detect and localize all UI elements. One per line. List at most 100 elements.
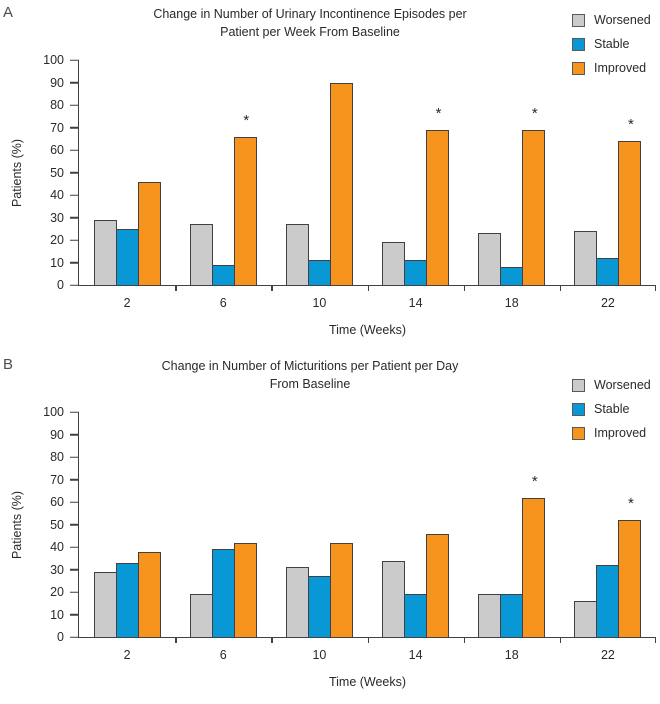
bar-group-week-22: * [560, 412, 656, 637]
significance-asterisk: * [628, 116, 634, 133]
x-tick-label: 18 [504, 648, 519, 662]
bar-group-week-18: * [464, 60, 560, 285]
significance-asterisk: * [243, 111, 250, 129]
legend-swatch-icon [572, 402, 585, 416]
x-tick-mark [559, 285, 562, 291]
panel-b: B Change in Number of Micturitions per P… [0, 352, 660, 704]
significance-asterisk: * [531, 472, 538, 490]
chart-title-line1: Change in Number of Micturitions per Pat… [161, 359, 459, 373]
legend-item-improved: Improved [572, 426, 651, 440]
bar-worsened-week-10 [285, 567, 309, 637]
y-tick-mark [70, 411, 79, 413]
x-tick-label: 22 [600, 648, 615, 662]
bar-stable-week-18 [500, 267, 524, 285]
bar-stable-week-6 [211, 264, 235, 285]
x-tick-label: 6 [219, 648, 227, 662]
panel-label: B [3, 356, 14, 373]
bar-groups: * * [79, 412, 656, 637]
x-tick-mark [654, 285, 656, 291]
y-tick-label: 30 [50, 562, 64, 577]
legend: Worsened Stable Improved [572, 13, 651, 85]
y-tick-label: 40 [50, 188, 64, 202]
y-tick-mark [70, 59, 79, 61]
bar-improved-week-14 [426, 129, 450, 285]
y-tick-mark [70, 478, 79, 481]
x-tick-mark [654, 637, 656, 643]
x-tick-mark [559, 637, 562, 643]
legend-item-stable: Stable [572, 37, 651, 51]
y-tick-label: 90 [50, 427, 64, 442]
significance-asterisk: * [435, 104, 442, 122]
x-axis-title: Time (Weeks) [328, 323, 407, 337]
bar-stable-week-22 [596, 258, 620, 285]
bar-group-week-6: * [175, 60, 271, 285]
y-tick-label: 50 [50, 517, 64, 532]
legend-label: Stable [594, 402, 630, 416]
bar-improved-week-2 [137, 181, 161, 285]
bar-stable-week-14 [404, 260, 428, 285]
y-tick-label: 90 [50, 75, 64, 90]
y-tick-label: 70 [50, 472, 64, 487]
x-tick-mark [175, 637, 177, 643]
bar-group-week-2 [79, 60, 175, 285]
bar-improved-week-18 [522, 497, 546, 637]
y-tick-label: 70 [50, 120, 64, 135]
bar-improved-week-14 [426, 533, 450, 637]
y-tick-mark [70, 636, 79, 638]
y-tick-label: 100 [43, 53, 64, 67]
y-tick-label: 30 [50, 210, 64, 225]
bar-stable-week-14 [404, 594, 428, 637]
y-tick-mark [70, 284, 79, 286]
bar-stable-week-22 [596, 565, 620, 637]
bar-improved-week-6 [233, 542, 257, 637]
legend-swatch-icon [572, 61, 585, 75]
chart-title: Change in Number of Urinary Incontinence… [80, 6, 540, 41]
y-tick-label: 60 [50, 495, 64, 509]
x-tick-label: 6 [219, 296, 227, 310]
bar-improved-week-2 [137, 551, 161, 637]
legend: Worsened Stable Improved [572, 378, 651, 450]
bar-stable-week-2 [115, 562, 139, 637]
bar-worsened-week-18 [478, 594, 502, 637]
bar-group-week-10 [271, 60, 367, 285]
x-tick-label: 10 [312, 648, 327, 662]
chart-title-line1: Change in Number of Urinary Incontinence… [153, 7, 467, 21]
x-tick-mark [367, 637, 369, 643]
y-tick-mark [70, 523, 79, 526]
legend-label: Stable [594, 37, 630, 51]
bar-group-week-10 [271, 412, 367, 637]
x-tick-label: 2 [123, 296, 131, 310]
panel-a: A Change in Number of Urinary Incontinen… [3, 4, 656, 337]
y-tick-mark [70, 456, 79, 458]
x-tick-label: 2 [123, 648, 131, 662]
bar-worsened-week-2 [93, 219, 117, 285]
bar-group-week-2 [79, 412, 175, 637]
bar-stable-week-18 [500, 594, 524, 637]
bar-stable-week-6 [211, 549, 235, 637]
x-tick-label: 10 [312, 296, 327, 310]
y-tick-mark [70, 194, 79, 196]
x-tick-mark [463, 285, 466, 291]
chart-title-line2: Patient per Week From Baseline [220, 24, 400, 39]
plot-area: Patients (%) * * * * Time (Weeks) 0 10 20 30 40… [10, 53, 656, 337]
y-tick-label: 80 [50, 98, 64, 112]
bar-group-week-22: * [560, 60, 656, 285]
bar-improved-week-18 [522, 129, 546, 285]
bar-worsened-week-22 [574, 601, 598, 637]
x-tick-mark [271, 285, 273, 291]
y-tick-mark [70, 149, 79, 151]
chart-title-line2: From Baseline [269, 376, 351, 391]
bar-worsened-week-6 [189, 594, 213, 637]
legend-label: Worsened [594, 378, 651, 392]
y-tick-mark [70, 81, 79, 84]
legend-label: Worsened [594, 13, 651, 27]
y-tick-label: 40 [50, 540, 64, 554]
legend-swatch-icon [572, 37, 585, 51]
bar-group-week-18: * [464, 412, 560, 637]
x-tick-label: 18 [504, 296, 519, 310]
y-tick-mark [70, 216, 79, 219]
y-tick-label: 80 [50, 450, 64, 464]
y-tick-mark [70, 433, 79, 436]
y-tick-label: 10 [50, 255, 64, 270]
